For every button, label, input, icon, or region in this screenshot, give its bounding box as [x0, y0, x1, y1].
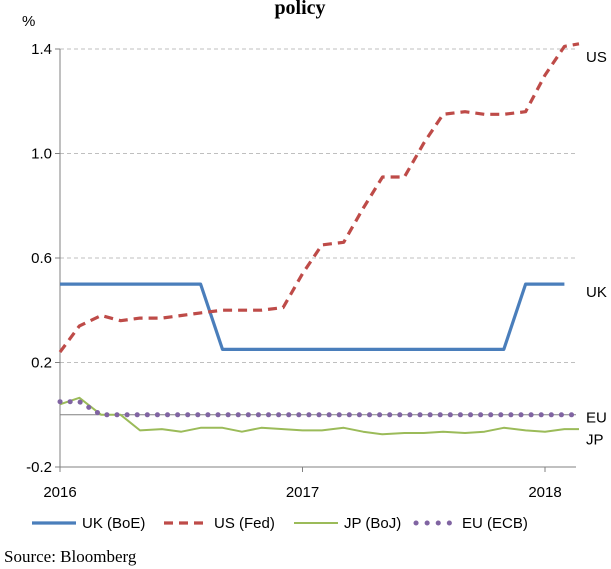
y-tick-label: 1.4: [31, 41, 52, 58]
end-label-jp: JP: [586, 432, 604, 449]
y-tick-label: 1.0: [31, 146, 52, 163]
series-lines: [57, 42, 582, 436]
y-tick-label: -0.2: [26, 459, 52, 476]
gridlines: [60, 48, 576, 363]
legend: UK (BoE) US (Fed) JP (BoJ) EU (ECB): [32, 515, 528, 532]
legend-label: UK (BoE): [82, 515, 145, 532]
series-line-eu: [57, 399, 582, 418]
chart-title: policy: [274, 0, 325, 19]
x-tick-label: 2016: [43, 484, 76, 501]
y-tick-label: 0.6: [31, 250, 52, 267]
series-line-jp: [59, 396, 579, 436]
legend-label: US (Fed): [214, 515, 275, 532]
legend-item-jp: JP (BoJ): [294, 515, 401, 532]
end-label-eu: EU: [586, 409, 607, 426]
end-label-us: US: [586, 49, 607, 66]
legend-item-eu: EU (ECB): [413, 515, 528, 532]
end-label-uk: UK: [586, 284, 607, 301]
legend-item-uk: UK (BoE): [32, 515, 145, 532]
axes: -0.2 0.2 0.6 1.0 1.4 2016 2017 2018: [26, 41, 576, 501]
source-note: Source: Bloomberg: [4, 547, 137, 566]
x-tick-label: 2018: [528, 484, 561, 501]
series-line-uk: [60, 282, 565, 351]
legend-item-us: US (Fed): [164, 515, 275, 532]
series-line-us: [58, 42, 580, 354]
series-end-labels: UK US JP EU: [586, 49, 607, 449]
y-axis-unit-label: %: [22, 13, 35, 30]
legend-label: JP (BoJ): [344, 515, 401, 532]
y-tick-label: 0.2: [31, 355, 52, 372]
legend-label: EU (ECB): [462, 515, 528, 532]
x-tick-label: 2017: [286, 484, 319, 501]
